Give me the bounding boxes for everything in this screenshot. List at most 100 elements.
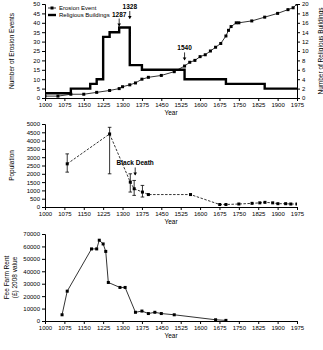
error-bar-cap — [108, 173, 112, 174]
error-bar-stem — [130, 174, 131, 192]
tick: 1150 — [78, 321, 92, 331]
error-bar-cap — [128, 173, 132, 174]
tick: 45 — [33, 11, 45, 17]
tick-mark — [297, 4, 300, 5]
tick-mark — [103, 321, 104, 324]
marker — [128, 83, 131, 86]
tick: 12 — [297, 39, 309, 45]
tick-mark — [200, 321, 201, 324]
marker — [289, 203, 292, 206]
tick-mark — [297, 13, 300, 14]
tick-mark — [42, 259, 45, 260]
error-bar-stem — [134, 180, 135, 195]
error-bar-cap — [141, 185, 145, 186]
tick-mark — [278, 321, 279, 324]
marker — [199, 55, 202, 58]
tick: 500 — [30, 196, 45, 202]
tick-mark — [239, 98, 240, 101]
tick: 1375 — [136, 321, 150, 331]
marker — [173, 313, 176, 316]
marker — [141, 191, 144, 194]
tick: 1900 — [271, 207, 285, 217]
tick-mark — [64, 321, 65, 324]
tick: 1225 — [97, 207, 111, 217]
marker — [214, 318, 217, 321]
tick: 1000 — [39, 321, 53, 331]
tick-mark — [278, 207, 279, 210]
tick-mark — [297, 98, 300, 99]
tick-mark — [142, 98, 143, 101]
marker — [95, 91, 98, 94]
tick: 5 — [37, 86, 45, 92]
marker — [147, 76, 150, 79]
tick: 10 — [33, 77, 45, 83]
tick-label: 3000 — [27, 155, 41, 161]
marker — [189, 193, 192, 196]
tick-mark — [297, 51, 300, 52]
tick: 1750 — [233, 98, 247, 108]
tick-label: 8 — [302, 58, 306, 64]
tick: 1825 — [252, 98, 266, 108]
tick-label: 1600 — [194, 325, 208, 331]
marker — [140, 310, 143, 313]
tick-label: 1450 — [155, 102, 169, 108]
tick: 1300 — [116, 321, 130, 331]
tick-mark — [161, 207, 162, 210]
tick: 1000 — [39, 98, 53, 108]
tick: 60000 — [23, 244, 45, 250]
tick-label: 1750 — [233, 211, 247, 217]
tick-label: 60000 — [23, 244, 40, 250]
tick: 0 — [37, 318, 45, 324]
marker — [118, 286, 121, 289]
tick: 1900 — [271, 98, 285, 108]
tick-mark — [200, 207, 201, 210]
tick: 1450 — [155, 207, 169, 217]
tick-mark — [42, 284, 45, 285]
tick-mark — [297, 89, 300, 90]
tick-mark — [42, 199, 45, 200]
tick: 0 — [37, 204, 45, 210]
marker — [224, 203, 227, 206]
tick-mark — [123, 321, 124, 324]
tick-label: 20 — [33, 58, 40, 64]
marker — [66, 162, 69, 165]
tick-label: 1075 — [58, 102, 72, 108]
marker — [237, 21, 240, 24]
panel: 1000107511501225130013751450152516001675… — [8, 121, 305, 225]
tick-mark — [42, 149, 45, 150]
tick-label: 1975 — [291, 325, 305, 331]
tick: 10 — [297, 48, 309, 54]
tick-label: 1375 — [136, 325, 150, 331]
tick: 4500 — [27, 130, 45, 136]
tick-mark — [297, 207, 298, 210]
tick: 1600 — [194, 321, 208, 331]
marker — [82, 93, 85, 96]
tick-label: 0 — [37, 95, 41, 101]
tick-mark — [297, 79, 300, 80]
tick-label: 2000 — [27, 171, 41, 177]
marker — [147, 193, 150, 196]
tick: 14 — [297, 30, 309, 36]
tick-mark — [181, 98, 182, 101]
tick: 40 — [33, 20, 45, 26]
tick: 30 — [33, 39, 45, 45]
marker — [296, 4, 298, 6]
marker — [108, 89, 111, 92]
tick-mark — [181, 207, 182, 210]
tick-label: 30000 — [23, 281, 40, 287]
tick-mark — [278, 98, 279, 101]
tick: 4000 — [27, 138, 45, 144]
error-bar-cap — [128, 192, 132, 193]
axis-line — [46, 99, 298, 102]
tick-mark — [161, 321, 162, 324]
tick-mark — [42, 296, 45, 297]
tick: 1750 — [233, 321, 247, 331]
tick: 1075 — [58, 207, 72, 217]
tick-mark — [84, 98, 85, 101]
annotation-arrowhead — [133, 172, 137, 175]
tick: 1525 — [175, 98, 189, 108]
tick-mark — [42, 98, 45, 99]
tick: 30000 — [23, 281, 45, 287]
tick-label: 10 — [33, 77, 40, 83]
error-bar-cap — [132, 180, 136, 181]
